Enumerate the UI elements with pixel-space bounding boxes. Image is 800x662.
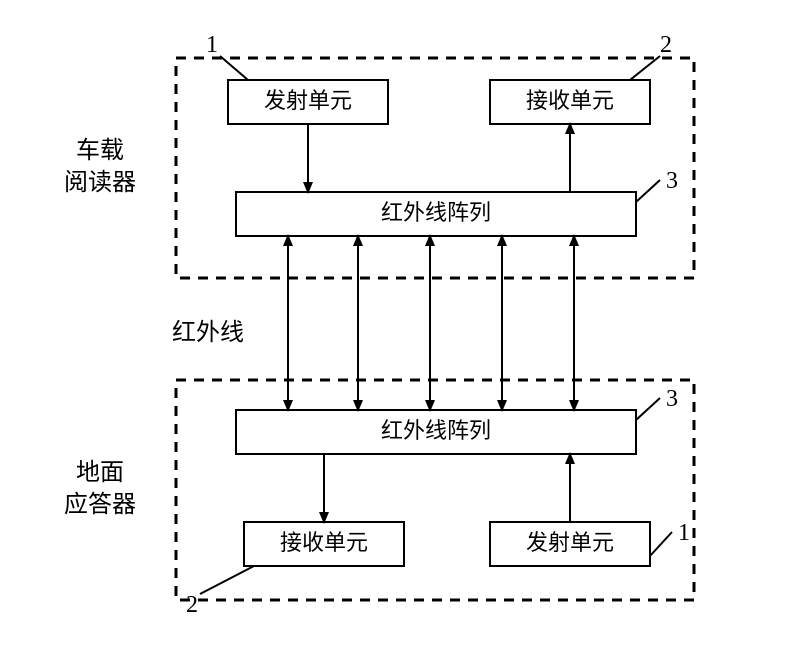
bottom-array-number: 3	[666, 386, 678, 412]
top-recv-number: 2	[660, 32, 672, 58]
top-emit-number: 1	[206, 32, 218, 58]
bottom-array-leader	[636, 398, 660, 420]
top-group-label-2: 阅读器	[64, 169, 136, 196]
bottom-array-label: 红外线阵列	[381, 418, 491, 443]
top-emit-unit: 发射单元 1	[206, 32, 388, 124]
block-diagram: 发射单元 1 接收单元 2 红外线阵列 3 车载 阅读器 红外线阵列 3 接收单…	[0, 0, 800, 662]
top-recv-label: 接收单元	[526, 88, 614, 113]
top-group-border	[176, 58, 694, 278]
top-emit-leader	[220, 56, 248, 80]
bottom-group-label-1: 地面	[76, 459, 124, 486]
top-recv-unit: 接收单元 2	[490, 32, 672, 124]
infrared-label: 红外线	[172, 319, 244, 346]
top-array-label: 红外线阵列	[381, 200, 491, 225]
bottom-recv-unit: 接收单元 2	[186, 522, 404, 618]
bottom-emit-leader	[650, 532, 672, 556]
bottom-recv-label: 接收单元	[280, 530, 368, 555]
bottom-recv-number: 2	[186, 592, 198, 618]
top-array-leader	[636, 180, 660, 202]
bottom-group-label-2: 应答器	[64, 491, 136, 518]
top-emit-label: 发射单元	[264, 88, 352, 113]
top-recv-leader	[630, 56, 660, 80]
top-array-number: 3	[666, 168, 678, 194]
bottom-recv-leader	[200, 566, 254, 594]
top-group-label-1: 车载	[76, 137, 124, 164]
top-ir-array: 红外线阵列 3	[236, 168, 678, 236]
bottom-ir-array: 红外线阵列 3	[236, 386, 678, 454]
arrows	[288, 124, 574, 522]
bottom-emit-unit: 发射单元 1	[490, 520, 690, 566]
bottom-emit-number: 1	[678, 520, 690, 546]
bottom-emit-label: 发射单元	[526, 530, 614, 555]
